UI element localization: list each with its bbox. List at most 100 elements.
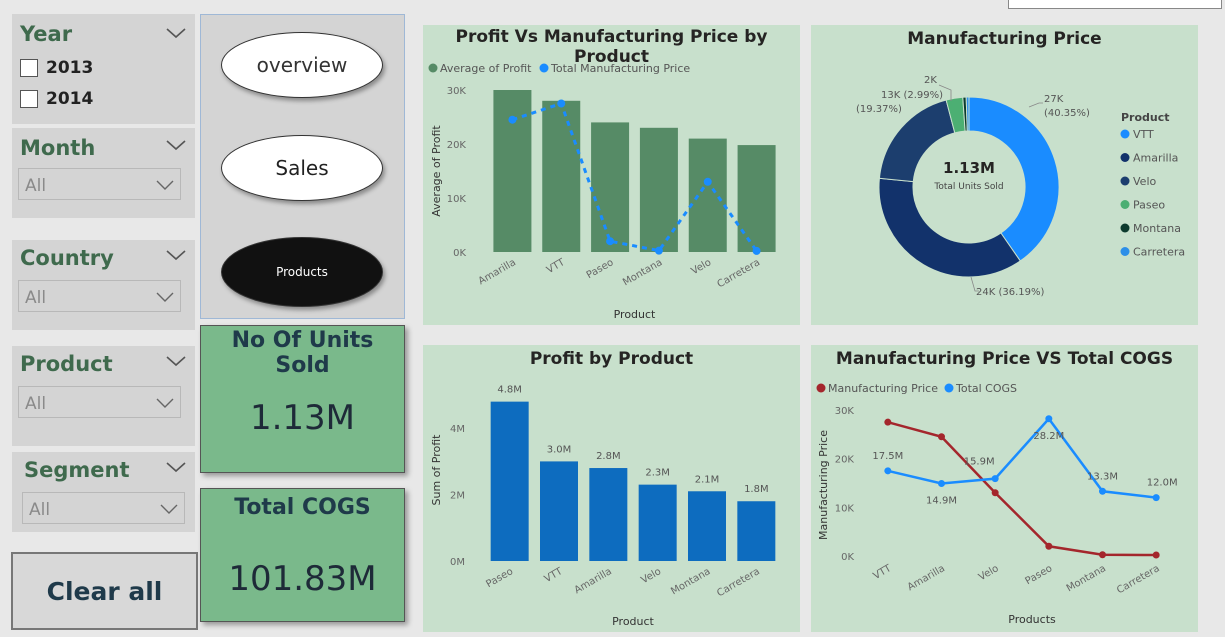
legend-label: Paseo [1133, 199, 1165, 212]
bar [540, 461, 578, 561]
total-cogs-card-title: Total COGS [234, 495, 371, 520]
data-label: 14.9M [926, 495, 957, 506]
y-tick-label: 30K [447, 86, 467, 97]
product-dropdown-value: All [25, 394, 47, 414]
x-axis-title: Products [1008, 613, 1056, 626]
profit-vs-manufacturing-chart[interactable]: Profit Vs Manufacturing Price by Product… [423, 25, 800, 325]
segment-dropdown-value: All [29, 500, 51, 520]
product-slicer-title: Product [20, 352, 113, 376]
total-cogs-card-value: 101.83M [228, 559, 377, 599]
legend-label: Amarilla [1133, 152, 1178, 165]
leader-line [1028, 102, 1043, 108]
month-dropdown[interactable]: All [18, 168, 181, 200]
y-tick-label: 30K [835, 406, 855, 417]
x-axis-title: Product [614, 308, 656, 321]
data-label: 12.0M [1147, 478, 1178, 489]
legend-marker [816, 383, 826, 393]
chevron-down-icon[interactable] [165, 460, 187, 474]
units-sold-card-value: 1.13M [249, 398, 356, 438]
bar [490, 401, 529, 561]
data-label: 2.8M [596, 451, 621, 462]
chart-title: Manufacturing Price VS Total COGS [835, 349, 1174, 369]
chart-canvas: 1.13M Total Units Sold 27K (40.35%) 24K (36.… [856, 75, 1185, 298]
product-slicer: Product All [12, 346, 195, 446]
x-tick-label: Velo [689, 257, 713, 277]
year-option-label: 2013 [46, 58, 94, 78]
chevron-down-icon[interactable] [165, 26, 187, 40]
clear-all-button[interactable]: Clear all [11, 552, 198, 630]
data-label: 2.1M [695, 474, 720, 485]
data-label: 13.3M [1087, 471, 1118, 482]
line-point [884, 467, 892, 475]
data-label: 24K (36.19%) [976, 287, 1044, 298]
country-dropdown[interactable]: All [18, 280, 181, 312]
data-label: 4.8M [497, 385, 522, 396]
profit-by-product-chart[interactable]: Profit by Product 4M 2M 0M Sum of Profit 4.8… [423, 345, 800, 632]
chevron-down-icon[interactable] [165, 138, 187, 152]
chevron-down-icon [160, 504, 178, 514]
y-tick-label: 2M [450, 491, 465, 502]
x-tick-label: Amarilla [573, 566, 614, 596]
chevron-down-icon[interactable] [165, 354, 187, 368]
data-label: 13K (2.99%) [881, 90, 943, 101]
line-point [557, 99, 566, 108]
x-tick-label: VTT [871, 563, 894, 582]
legend-label: Total Manufacturing Price [550, 62, 690, 75]
series-line [887, 420, 1157, 557]
country-dropdown-value: All [25, 288, 47, 308]
line-point [938, 433, 945, 441]
search-box[interactable] [1008, 0, 1222, 9]
data-label: 3.0M [547, 444, 572, 455]
x-tick-label: VTT [543, 566, 566, 585]
year-option-2014[interactable]: 2014 [20, 87, 93, 111]
navigation-panel: overview Sales Products [200, 14, 405, 319]
total-cogs-card: Total COGS 101.83M [200, 488, 405, 622]
product-dropdown[interactable]: All [18, 386, 181, 418]
chart-title: Profit Vs Manufacturing Price by Product [455, 27, 768, 67]
products-nav-button[interactable]: Products [221, 237, 383, 307]
line-point [1099, 487, 1106, 495]
checkbox[interactable] [20, 90, 38, 108]
segment-slicer-title: Segment [24, 458, 130, 482]
line-point [703, 177, 712, 186]
manufacturing-price-donut[interactable]: Manufacturing Price 1.13M Total Units Sol… [811, 25, 1198, 325]
manufacturing-vs-cogs-chart[interactable]: Manufacturing Price VS Total COGS Manufa… [811, 345, 1198, 632]
data-label: 2.3M [645, 468, 670, 479]
legend-title: Product [1121, 111, 1170, 124]
legend-label: Average of Profit [440, 62, 532, 75]
year-option-2013[interactable]: 2013 [20, 56, 93, 80]
bar [737, 145, 776, 252]
data-label: (40.35%) [1044, 108, 1090, 119]
chevron-down-icon[interactable] [165, 248, 187, 262]
line-point [938, 479, 945, 487]
donut-slice [965, 96, 970, 132]
y-tick-label: 0M [450, 557, 465, 568]
x-tick-label: Velo [977, 563, 1001, 583]
segment-dropdown[interactable]: All [22, 492, 185, 524]
line-point [1152, 494, 1160, 502]
units-sold-card-title: No Of Units Sold [231, 328, 374, 378]
x-axis-title: Product [612, 615, 654, 628]
data-label: 28.2M [1033, 431, 1064, 442]
chevron-down-icon [156, 292, 174, 302]
x-tick-label: Carretera [1115, 563, 1162, 596]
line-point [654, 246, 663, 255]
bar [542, 100, 581, 252]
line-point [752, 246, 761, 255]
bar [638, 484, 677, 561]
legend-label: VTT [1133, 128, 1154, 141]
data-label: 2K [924, 75, 937, 86]
legend-label: Total COGS [955, 382, 1017, 395]
legend-marker [1120, 223, 1130, 233]
data-label: (19.37%) [856, 104, 902, 115]
overview-nav-button[interactable]: overview [221, 32, 383, 98]
sales-nav-button[interactable]: Sales [221, 135, 383, 201]
legend-label: Velo [1133, 175, 1156, 188]
y-tick-label: 10K [447, 194, 467, 205]
checkbox[interactable] [20, 59, 38, 77]
y-axis-title: Average of Profit [430, 125, 443, 217]
bar [688, 138, 727, 252]
y-tick-label: 20K [447, 140, 467, 151]
month-slicer: Month All [12, 128, 195, 218]
chart-canvas: Average of Profit Total Manufacturing Pri… [428, 62, 776, 321]
